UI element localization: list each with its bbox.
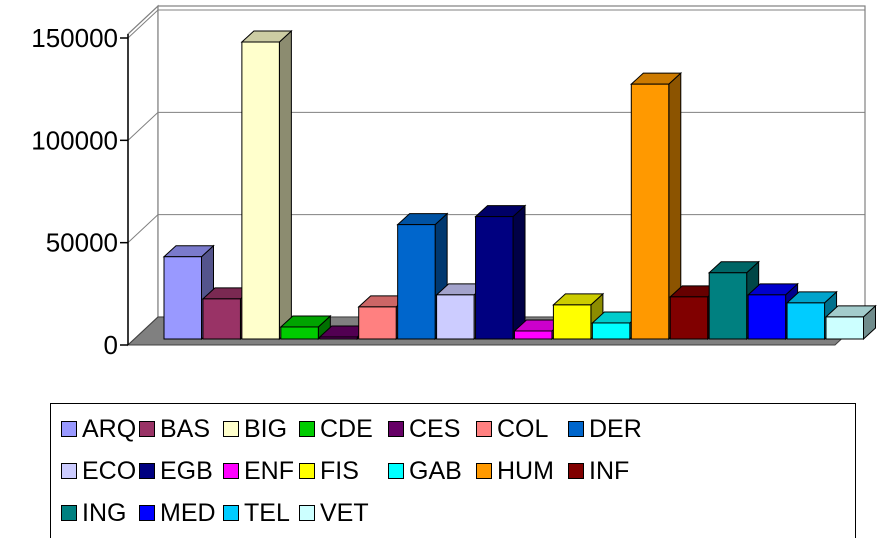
bar-front: [319, 336, 358, 340]
legend-label: TEL: [244, 499, 290, 527]
legend-label: ARQ: [82, 415, 137, 443]
legend-item: ECO: [61, 456, 136, 486]
legend-item: VET: [299, 498, 369, 528]
legend-swatch: [223, 505, 239, 521]
legend-swatch: [61, 463, 77, 479]
legend-swatch: [61, 505, 77, 521]
bar-front: [669, 296, 709, 340]
legend-item: CDE: [299, 414, 373, 444]
bar-front: [163, 256, 202, 340]
legend-swatch: [299, 463, 315, 479]
legend-label: FIS: [320, 457, 359, 485]
bar-vet: [824, 304, 877, 341]
bar-front: [436, 294, 475, 340]
bars: [162, 29, 877, 341]
legend-label: CDE: [320, 415, 373, 443]
bar-gab: [591, 310, 644, 341]
legend-label: EGB: [160, 457, 213, 485]
legend-swatch: [139, 505, 155, 521]
bar-front: [591, 322, 631, 340]
bar-front: [552, 304, 592, 340]
bar-front: [513, 330, 553, 340]
legend-swatch: [568, 463, 584, 479]
legend-label: ENF: [244, 457, 294, 485]
legend-label: ING: [82, 499, 127, 527]
legend-item: ENF: [223, 456, 294, 486]
bar-big: [240, 29, 293, 341]
legend-label: INF: [589, 457, 630, 485]
bar-front: [630, 83, 670, 340]
legend-item: EGB: [139, 456, 213, 486]
legend-swatch: [388, 463, 404, 479]
legend-swatch: [139, 463, 155, 479]
bar-front: [475, 216, 514, 340]
bar-front: [747, 294, 787, 340]
bar-cde: [279, 314, 332, 341]
bar-side: [512, 204, 526, 341]
legend-item: TEL: [223, 498, 290, 528]
legend-label: VET: [320, 499, 369, 527]
y-tick-label: 150000: [31, 23, 118, 53]
bar-front: [358, 306, 397, 340]
legend-swatch: [223, 421, 239, 437]
legend-label: GAB: [409, 457, 462, 485]
legend-item: INF: [568, 456, 629, 486]
legend-item: ING: [61, 498, 126, 528]
bar-front: [241, 41, 280, 340]
legend-item: BAS: [139, 414, 210, 444]
gridline: [127, 9, 865, 39]
gridlines: [127, 9, 865, 244]
bar-front: [280, 326, 319, 340]
legend-swatch: [476, 421, 492, 437]
legend-swatch: [568, 421, 584, 437]
legend-item: HUM: [476, 456, 554, 486]
bar-front: [202, 298, 241, 340]
legend: ARQ BAS BIG CDE CES COL DER ECO EGB ENF FIS GAB HUM I…: [50, 403, 856, 538]
bar-front: [825, 316, 864, 340]
bar-front: [397, 224, 436, 340]
bar-egb: [474, 204, 527, 341]
legend-swatch: [223, 463, 239, 479]
legend-swatch: [139, 421, 155, 437]
gridline: [127, 214, 865, 244]
legend-label: BIG: [244, 415, 288, 443]
legend-item: DER: [568, 414, 642, 444]
legend-item: CES: [388, 414, 460, 444]
legend-item: FIS: [299, 456, 359, 486]
legend-label: ECO: [82, 457, 137, 485]
bar-front: [708, 272, 748, 340]
legend-item: GAB: [388, 456, 462, 486]
legend-item: MED: [139, 498, 216, 528]
legend-label: CES: [409, 415, 461, 443]
bar-front: [786, 302, 826, 340]
legend-item: COL: [476, 414, 548, 444]
bar-side: [278, 29, 292, 341]
legend-item: BIG: [223, 414, 287, 444]
legend-label: COL: [497, 415, 549, 443]
y-tick-label: 100000: [31, 125, 118, 155]
y-tick-label: 0: [104, 330, 118, 360]
legend-swatch: [299, 505, 315, 521]
legend-label: HUM: [497, 457, 554, 485]
legend-label: BAS: [160, 415, 211, 443]
y-tick-label: 50000: [46, 228, 118, 258]
y-axis: 0 50000 100000 150000: [31, 23, 129, 360]
legend-swatch: [476, 463, 492, 479]
legend-swatch: [61, 421, 77, 437]
bar-arq: [162, 244, 215, 341]
legend-swatch: [299, 421, 315, 437]
legend-label: MED: [160, 499, 216, 527]
legend-item: ARQ: [61, 414, 136, 444]
legend-label: DER: [589, 415, 642, 443]
gridline: [127, 111, 865, 141]
legend-swatch: [388, 421, 404, 437]
side-wall: [127, 4, 159, 347]
